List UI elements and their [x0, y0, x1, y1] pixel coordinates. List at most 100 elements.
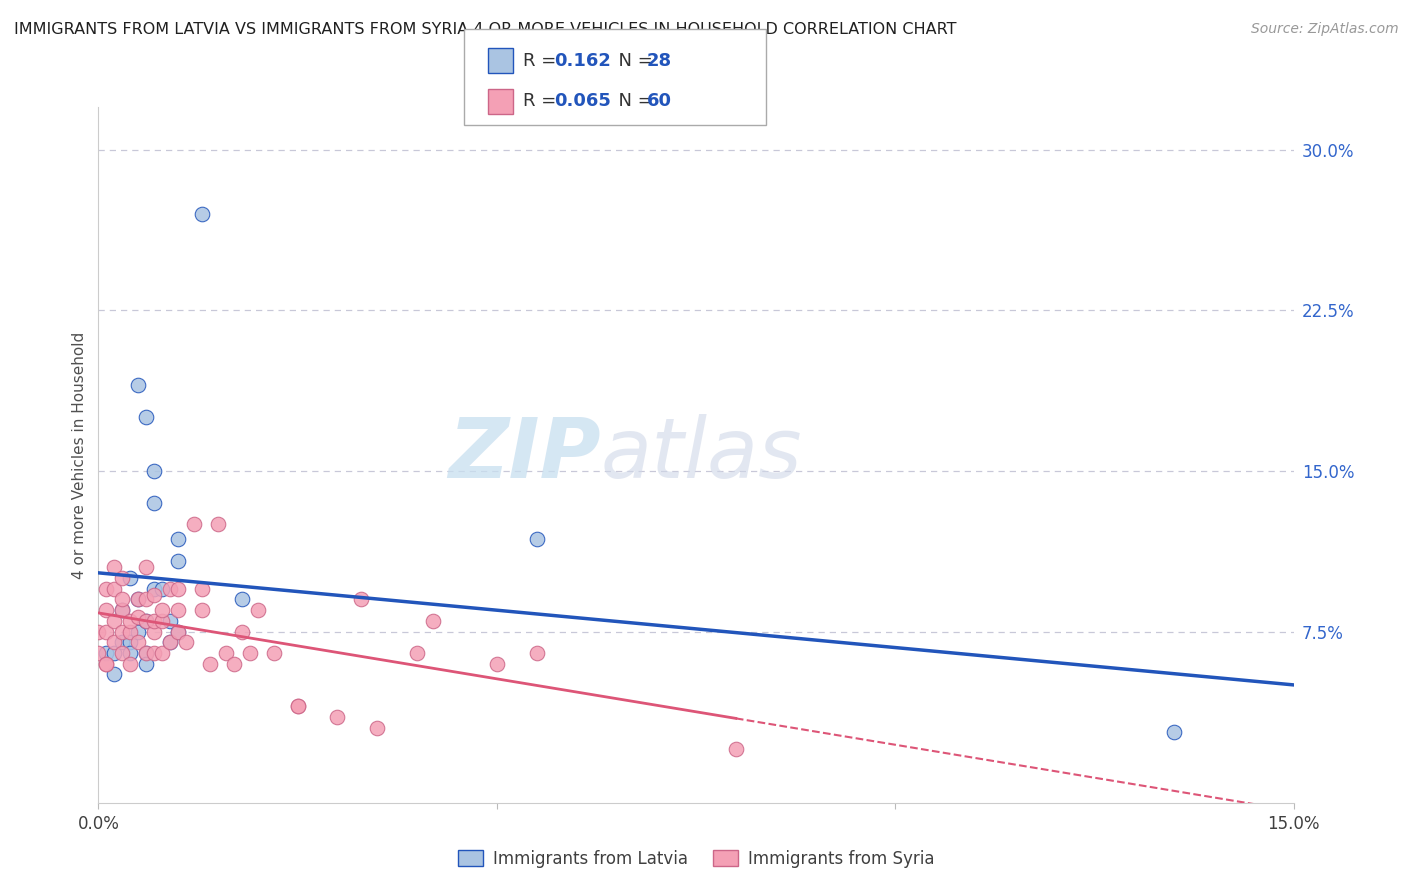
Point: [183, 517, 205, 532]
Point: [287, 699, 309, 714]
Text: 0.162: 0.162: [554, 52, 610, 70]
Point: [159, 635, 181, 649]
Point: [135, 646, 157, 660]
Point: [96, 624, 118, 639]
Point: [120, 635, 142, 649]
Point: [526, 533, 548, 547]
Point: [111, 635, 134, 649]
Point: [135, 560, 157, 574]
Point: [120, 571, 142, 585]
Point: [167, 582, 190, 596]
Point: [103, 582, 125, 596]
Point: [143, 464, 166, 478]
Point: [191, 207, 214, 221]
Point: [111, 603, 134, 617]
Point: [120, 624, 142, 639]
Point: [96, 646, 118, 660]
Point: [127, 378, 149, 392]
Point: [127, 624, 149, 639]
Point: [111, 592, 134, 607]
Point: [150, 646, 173, 660]
Point: [406, 646, 429, 660]
Point: [231, 624, 253, 639]
Point: [350, 592, 373, 607]
Point: [174, 635, 197, 649]
Text: ZIP: ZIP: [447, 415, 600, 495]
Point: [87, 624, 110, 639]
Point: [159, 614, 181, 628]
Point: [87, 646, 110, 660]
Point: [135, 614, 157, 628]
Text: Source: ZipAtlas.com: Source: ZipAtlas.com: [1251, 22, 1399, 37]
Point: [231, 592, 253, 607]
Point: [111, 603, 134, 617]
Point: [111, 624, 134, 639]
Point: [135, 657, 157, 671]
Text: 0.065: 0.065: [554, 92, 610, 111]
Point: [127, 592, 149, 607]
Point: [167, 624, 190, 639]
Text: 28: 28: [647, 52, 672, 70]
Point: [246, 603, 269, 617]
Point: [96, 657, 118, 671]
Point: [143, 624, 166, 639]
Point: [127, 592, 149, 607]
Text: N =: N =: [607, 92, 659, 111]
Point: [215, 646, 238, 660]
Point: [159, 635, 181, 649]
Text: R =: R =: [523, 52, 562, 70]
Point: [127, 609, 149, 624]
Point: [422, 614, 444, 628]
Point: [198, 657, 221, 671]
Point: [120, 614, 142, 628]
Point: [103, 667, 125, 681]
Point: [135, 646, 157, 660]
Point: [167, 624, 190, 639]
Text: atlas: atlas: [600, 415, 801, 495]
Point: [239, 646, 262, 660]
Point: [526, 646, 548, 660]
Text: N =: N =: [607, 52, 659, 70]
Point: [326, 710, 349, 724]
Point: [143, 646, 166, 660]
Point: [143, 588, 166, 602]
Point: [103, 560, 125, 574]
Point: [167, 554, 190, 568]
Point: [191, 603, 214, 617]
Legend: Immigrants from Latvia, Immigrants from Syria: Immigrants from Latvia, Immigrants from …: [451, 843, 941, 874]
Point: [287, 699, 309, 714]
Point: [159, 582, 181, 596]
Point: [143, 614, 166, 628]
Point: [111, 571, 134, 585]
Point: [127, 635, 149, 649]
Point: [1163, 725, 1185, 739]
Point: [150, 603, 173, 617]
Point: [222, 657, 245, 671]
Point: [103, 614, 125, 628]
Point: [135, 614, 157, 628]
Point: [724, 742, 747, 756]
Point: [366, 721, 388, 735]
Point: [263, 646, 285, 660]
Point: [103, 635, 125, 649]
Point: [167, 533, 190, 547]
Point: [485, 657, 508, 671]
Point: [167, 603, 190, 617]
Point: [150, 582, 173, 596]
Point: [207, 517, 229, 532]
Y-axis label: 4 or more Vehicles in Household: 4 or more Vehicles in Household: [72, 331, 87, 579]
Point: [191, 582, 214, 596]
Point: [120, 646, 142, 660]
Point: [103, 646, 125, 660]
Text: IMMIGRANTS FROM LATVIA VS IMMIGRANTS FROM SYRIA 4 OR MORE VEHICLES IN HOUSEHOLD : IMMIGRANTS FROM LATVIA VS IMMIGRANTS FRO…: [14, 22, 956, 37]
Text: 60: 60: [647, 92, 672, 111]
Text: R =: R =: [523, 92, 562, 111]
Point: [135, 410, 157, 425]
Point: [150, 614, 173, 628]
Point: [143, 582, 166, 596]
Point: [120, 657, 142, 671]
Point: [96, 582, 118, 596]
Point: [111, 646, 134, 660]
Point: [143, 496, 166, 510]
Point: [135, 592, 157, 607]
